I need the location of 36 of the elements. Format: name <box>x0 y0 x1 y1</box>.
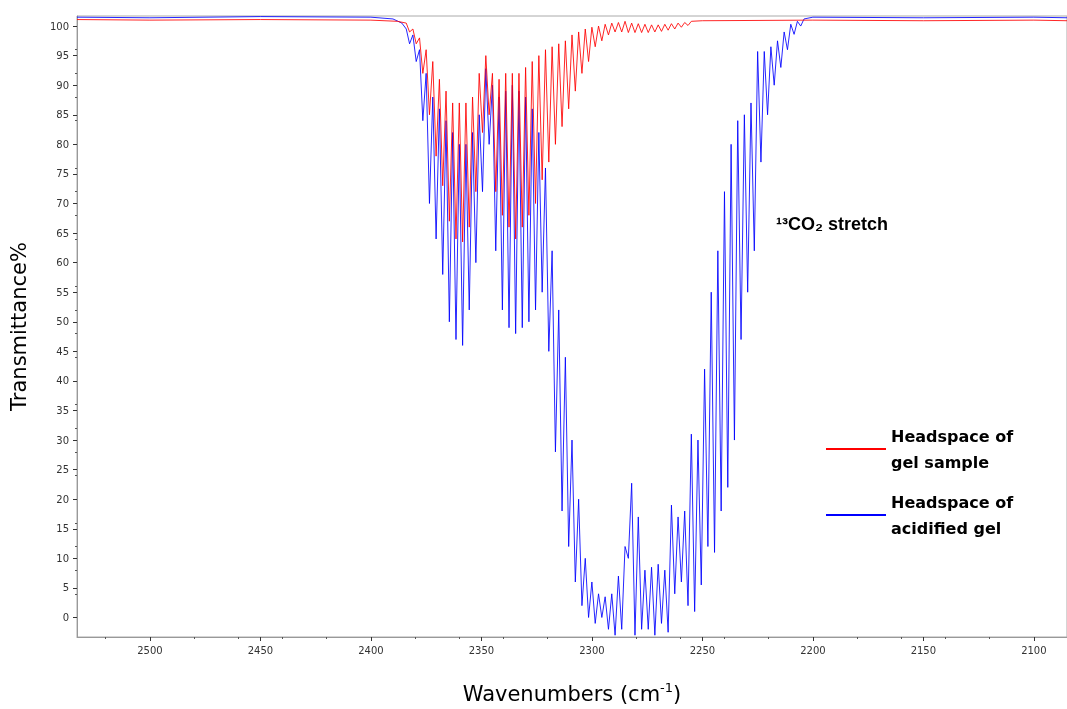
line-series <box>76 16 1067 636</box>
y-tick-label: 35 <box>56 404 69 416</box>
y-tick-label: 80 <box>56 138 69 150</box>
y-tick-label: 90 <box>56 79 69 91</box>
y-tick-label: 10 <box>56 552 69 564</box>
y-tick-label: 25 <box>56 464 69 476</box>
y-tick-label: 50 <box>56 316 69 328</box>
y-tick-label: 15 <box>56 523 69 535</box>
x-tick-label: 2450 <box>247 644 274 656</box>
y-tick-label: 45 <box>56 345 69 357</box>
y-tick-label: 95 <box>56 50 69 62</box>
x-tick-label: 2100 <box>1021 644 1047 656</box>
y-tick-label: 30 <box>56 434 69 446</box>
x-tick-label: 2300 <box>579 644 605 656</box>
y-tick-label: 0 <box>62 611 69 623</box>
y-tick-label: 100 <box>49 20 69 32</box>
y-tick-label: 40 <box>56 375 69 387</box>
y-tick-label: 5 <box>62 582 69 594</box>
x-tick-label: 2200 <box>800 644 826 656</box>
y-tick-label: 20 <box>56 493 69 505</box>
x-tick-label: 2150 <box>910 644 937 656</box>
y-tick-label: 70 <box>56 197 69 209</box>
y-tick-label: 65 <box>56 227 69 239</box>
legend-label: Headspace of acidified gel <box>891 492 1019 538</box>
x-tick-label: 2250 <box>689 644 716 656</box>
annotation: ¹³CO₂ stretch <box>776 214 889 234</box>
y-tick-label: 60 <box>56 257 69 269</box>
y-tick-label: 55 <box>56 286 69 298</box>
x-tick-label: 2500 <box>137 644 163 656</box>
y-axis-title: Transmittance% <box>6 242 31 412</box>
y-tick-label: 85 <box>56 109 69 121</box>
y-tick-label: 75 <box>56 168 69 180</box>
line-series <box>76 19 1067 243</box>
x-tick-label: 2400 <box>358 644 384 656</box>
x-tick-label: 2350 <box>468 644 495 656</box>
legend-label: Headspace of gel sample <box>891 426 1019 472</box>
